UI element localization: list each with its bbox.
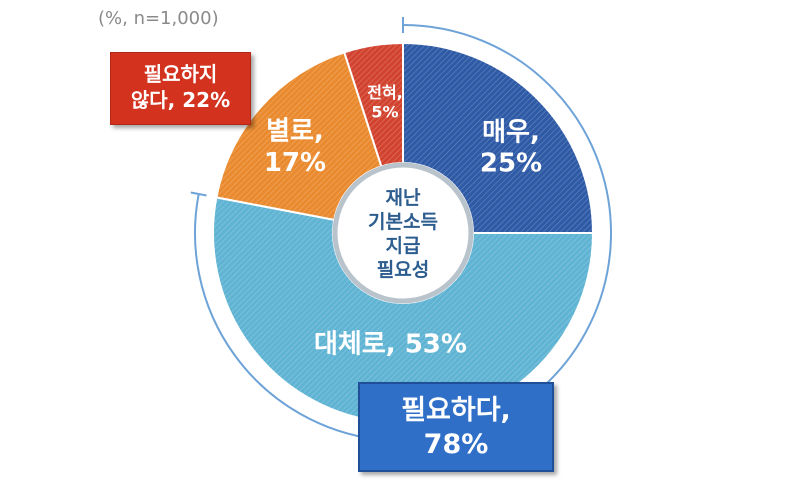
slice-labels: 매우, 25% 대체로, 53% 별로, 17% 전혀, 5%	[264, 83, 542, 359]
no-need-line2: 않다, 22%	[130, 88, 231, 112]
donut-hatch-overlay	[213, 43, 593, 423]
no-need-summary-box: 필요하지 않다, 22%	[110, 52, 251, 125]
no-need-line1: 필요하지	[143, 62, 218, 86]
sample-note: (%, n=1,000)	[98, 8, 219, 29]
center-title: 재난 기본소득 지급 필요성	[368, 187, 438, 281]
center-circle-bg	[332, 162, 474, 304]
slice-hatch-4	[344, 43, 403, 167]
need-summary-box: 필요하다, 78%	[358, 382, 554, 472]
slice-label-4: 전혀, 5%	[367, 83, 403, 121]
need-line2: 78%	[423, 429, 489, 460]
need-outer-arc-tick	[190, 191, 207, 197]
slice-label-3: 별로, 17%	[264, 117, 326, 178]
slice-label-2: 대체로, 53%	[314, 330, 467, 360]
center-circle: 재난 기본소득 지급 필요성	[332, 162, 474, 304]
slice-hatch-2	[213, 197, 593, 423]
slice-hatch-1	[403, 43, 593, 233]
slice-label-1: 매우, 25%	[480, 118, 542, 179]
slice-hatch-3	[216, 52, 382, 220]
need-line1: 필요하다,	[401, 395, 511, 426]
